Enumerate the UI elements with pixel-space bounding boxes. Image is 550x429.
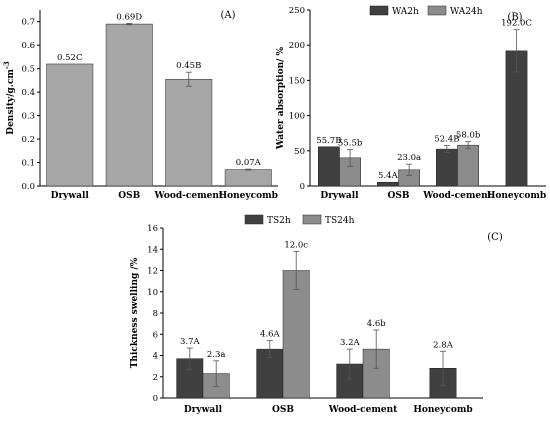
y-tick-label: 0.0 [21,182,35,192]
y-tick-label: 50 [294,147,305,157]
data-label: 4.6b [367,319,387,329]
y-axis-label: Water absorption/ % [276,46,286,150]
legend-swatch [244,214,264,225]
data-label: 192.0C [501,19,532,29]
y-tick-label: 14 [147,245,158,255]
legend-swatch [427,5,447,16]
data-label: 55.7B [316,136,341,146]
y-tick-label: 200 [289,41,305,51]
data-label: 0.07A [236,158,262,168]
y-tick-label: 8 [153,309,158,319]
y-tick-label: 0.2 [21,135,35,145]
bar [46,63,94,187]
y-tick-label: 4 [153,352,158,362]
data-label: 23.0a [397,153,421,163]
chart-panel-2: 0 50 100 150 200 250 Water absorption/ % (B) 55.… [276,5,546,201]
y-axis-label: Density/g.cm-3 [2,61,16,135]
data-label: 0.45B [176,61,201,71]
legend-swatch [369,5,389,16]
bar [282,270,310,399]
y-tick-label: 0.3 [21,112,35,122]
bar [436,148,458,187]
y-tick-label: 100 [289,112,305,122]
legend-label: TS2h [267,216,291,226]
y-tick-label: 0.5 [21,65,35,75]
x-tick-label: OSB [118,191,140,201]
y-tick-label: 2 [153,373,158,383]
legend-label: WA2h [392,7,419,17]
data-label: 5.4A [378,171,399,181]
y-tick-label: 0.6 [21,41,35,51]
y-tick-label: 150 [289,76,305,86]
y-tick-label: 0 [153,394,158,404]
bar [318,146,340,187]
data-label: 52.4B [434,135,459,145]
data-label: 0.69D [116,12,142,22]
panel-label: (A) [220,10,235,21]
y-axis-label: Thickness swelling /% [130,257,140,368]
panel-label: (C) [487,232,503,243]
legend-label: TS24h [325,216,355,226]
bar [224,169,272,187]
data-label: 58.0b [456,131,481,141]
y-tick-label: 6 [153,330,158,340]
x-tick-label: Drywall [51,191,90,201]
x-tick-label: OSB [388,191,410,201]
legend-label: WA24h [450,7,483,17]
x-tick-label: Wood-cement [422,191,492,201]
data-label: 4.6A [260,330,281,340]
data-label: 2.3a [207,350,226,360]
bar [165,78,213,187]
x-tick-label: Drywall [184,405,223,415]
bar [377,181,399,187]
x-tick-label: Wood-cement [328,405,398,415]
x-tick-label: OSB [272,405,294,415]
data-label: 0.52C [57,53,82,63]
y-tick-label: 0 [300,182,305,192]
legend-swatch [302,214,322,225]
x-tick-label: Wood-cement [153,191,223,201]
data-label: 55.5b [338,138,363,148]
data-label: 3.7A [180,337,201,347]
y-tick-label: 12 [147,267,158,277]
y-tick-label: 250 [289,6,305,16]
data-label: 3.2A [340,338,361,348]
data-label: 12.0c [284,240,308,250]
chart-panel-3: 0 2 4 6 8 10 12 14 16 Thickness swelling /% (C) 3.7… [130,214,503,415]
data-label: 2.8A [433,340,454,350]
x-tick-label: Honeycomb [487,191,546,201]
y-tick-label: 10 [147,288,158,298]
y-tick-label: 0.4 [21,88,35,98]
x-tick-label: Honeycomb [413,405,472,415]
y-tick-label: 16 [147,224,158,234]
panel-label: (B) [507,12,522,23]
y-tick-label: 0.7 [21,18,35,28]
y-tick-label: 0.1 [21,159,35,169]
x-tick-label: Drywall [320,191,359,201]
chart-panel-1: 0.0 0.1 0.2 0.3 0.4 0.5 0.6 0.7 Density/g.cm-3 (A… [2,10,278,201]
bar [105,23,153,187]
x-tick-label: Honeycomb [219,191,278,201]
bar [457,144,479,187]
